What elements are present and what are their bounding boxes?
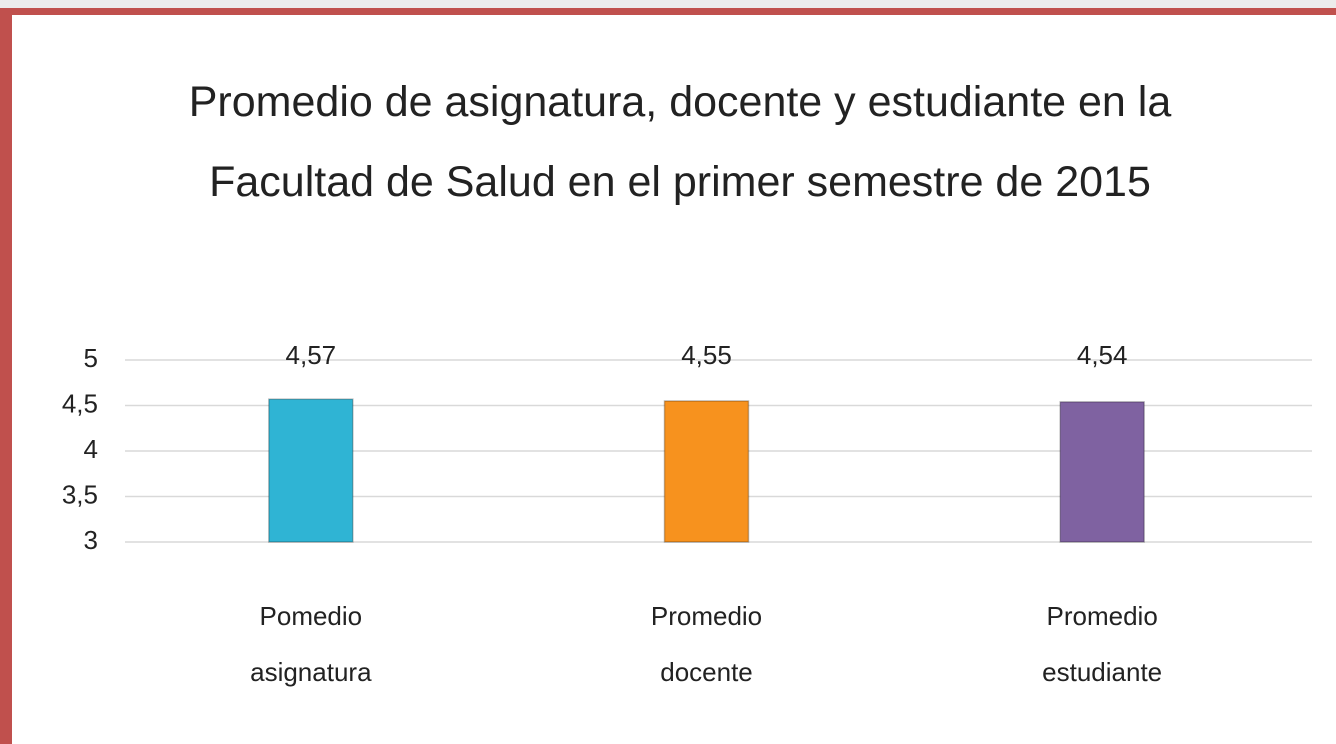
x-tick-label: Pomedio asignatura — [250, 601, 372, 687]
bar — [268, 398, 354, 543]
x-tick-label: Promedio docente — [650, 601, 763, 687]
y-tick-label: 3,5 — [62, 479, 98, 509]
y-tick-label: 5 — [84, 343, 98, 373]
value-label: 4,55 — [681, 340, 732, 370]
value-label: 4,57 — [286, 340, 337, 370]
x-tick-label: Promedio estudiante — [1042, 601, 1163, 687]
chart-card — [0, 8, 1336, 744]
chart-title: Promedio de asignatura, docente y estudi… — [188, 78, 1172, 206]
y-tick-label: 4 — [84, 434, 98, 464]
y-tick-label: 3 — [84, 525, 98, 555]
value-label: 4,54 — [1077, 340, 1128, 370]
y-tick-label: 4,5 — [62, 388, 98, 418]
bar — [663, 400, 750, 543]
bar — [1059, 401, 1145, 543]
